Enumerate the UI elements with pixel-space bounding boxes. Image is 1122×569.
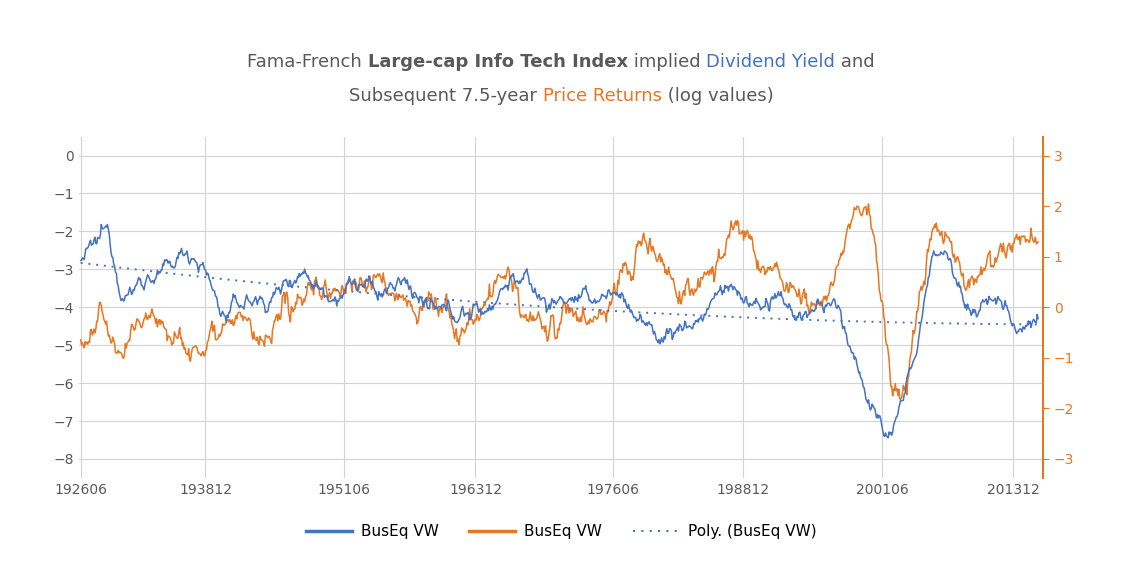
Text: Fama-French: Fama-French: [247, 53, 368, 71]
Text: Large-cap Info Tech Index: Large-cap Info Tech Index: [368, 53, 628, 71]
Legend: BusEq VW, BusEq VW, Poly. (BusEq VW): BusEq VW, BusEq VW, Poly. (BusEq VW): [300, 518, 822, 546]
Text: implied: implied: [628, 53, 706, 71]
Text: Price Returns: Price Returns: [543, 87, 662, 105]
Text: Subsequent 7.5-year: Subsequent 7.5-year: [349, 87, 543, 105]
Text: and: and: [835, 53, 875, 71]
Text: (log values): (log values): [662, 87, 773, 105]
Text: Dividend Yield: Dividend Yield: [706, 53, 835, 71]
